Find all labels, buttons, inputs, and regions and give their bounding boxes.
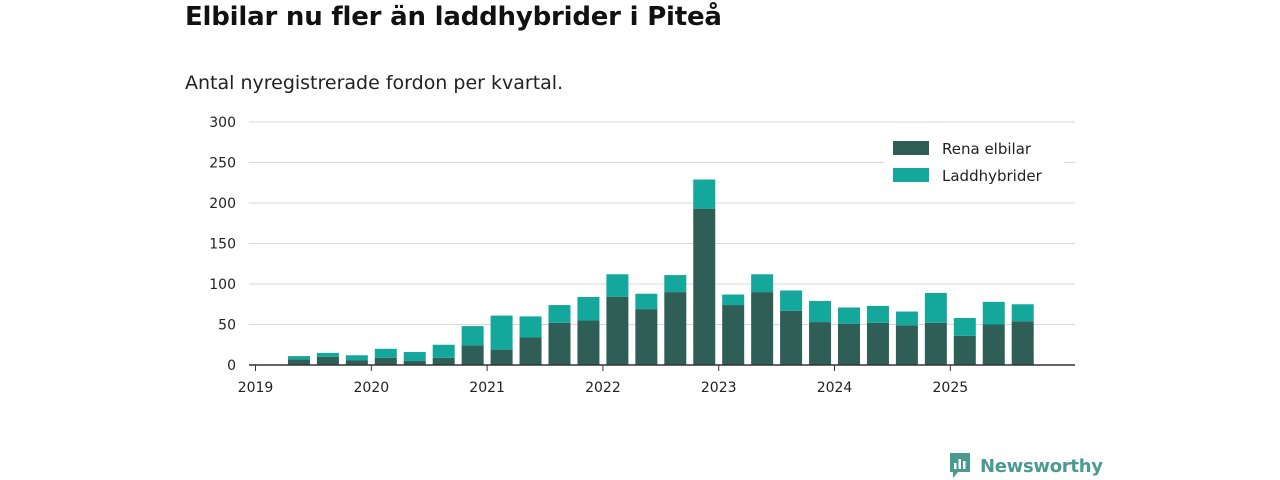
bar-rena-elbilar <box>866 322 889 365</box>
x-tick-label: 2025 <box>933 380 969 396</box>
x-axis-ticks: 2019 2020 2021 2022 2023 2024 2025 <box>238 365 968 396</box>
newsworthy-brand[interactable]: Newsworthy <box>948 452 1103 480</box>
bar-rena-elbilar <box>953 335 976 365</box>
bar-laddhybrider <box>924 292 947 323</box>
bar-laddhybrider <box>693 179 716 209</box>
bar-laddhybrider <box>345 355 368 361</box>
bar-laddhybrider <box>432 344 455 358</box>
x-tick-label: 2022 <box>585 380 621 396</box>
bar-rena-elbilar <box>316 356 339 365</box>
brand-name: Newsworthy <box>980 455 1103 477</box>
x-tick-label: 2024 <box>817 380 853 396</box>
bar-laddhybrider <box>519 316 542 338</box>
chart-subtitle: Antal nyregistrerade fordon per kvartal. <box>185 72 564 94</box>
bar-laddhybrider <box>461 326 484 346</box>
legend-label-rena-elbilar: Rena elbilar <box>942 140 1032 158</box>
legend-swatch-laddhybrider <box>893 168 929 182</box>
bar-rena-elbilar <box>519 337 542 365</box>
bar-rena-elbilar <box>490 349 513 365</box>
y-tick-label: 0 <box>227 358 236 374</box>
x-tick-label: 2019 <box>238 380 274 396</box>
bar-laddhybrider <box>838 307 860 324</box>
bar-rena-elbilar <box>635 309 658 365</box>
bar-laddhybrider <box>722 294 745 306</box>
bar-laddhybrider <box>635 293 658 310</box>
bar-laddhybrider <box>780 290 803 311</box>
y-tick-label: 50 <box>218 318 236 334</box>
legend-label-laddhybrider: Laddhybrider <box>942 167 1043 185</box>
bar-rena-elbilar <box>432 357 455 365</box>
bar-laddhybrider <box>751 274 774 293</box>
x-tick-label: 2023 <box>701 380 737 396</box>
y-tick-label: 150 <box>209 237 236 253</box>
x-tick-label: 2020 <box>354 380 390 396</box>
y-axis-ticks: 0 50 100 150 200 250 300 <box>209 115 236 374</box>
y-tick-label: 100 <box>209 277 236 293</box>
bar-laddhybrider <box>287 356 310 360</box>
bar-rena-elbilar <box>751 292 774 365</box>
bar-rena-elbilar <box>722 305 745 365</box>
bar-rena-elbilar <box>461 345 484 365</box>
bar-rena-elbilar <box>287 359 310 365</box>
bar-laddhybrider <box>577 296 600 321</box>
bar-rena-elbilar <box>780 310 803 365</box>
newsworthy-logo-icon <box>950 453 970 478</box>
bar-laddhybrider <box>953 318 976 336</box>
bars <box>287 179 1034 365</box>
legend-swatch-rena-elbilar <box>893 141 929 155</box>
bar-rena-elbilar <box>693 208 716 365</box>
bar-rena-elbilar <box>374 357 397 365</box>
bar-rena-elbilar <box>895 325 918 365</box>
bar-laddhybrider <box>664 275 687 293</box>
bar-rena-elbilar <box>548 322 571 365</box>
bar-rena-elbilar <box>982 324 1005 365</box>
bar-rena-elbilar <box>577 320 600 365</box>
bar-rena-elbilar <box>1011 321 1034 365</box>
chart-title: Elbilar nu fler än laddhybrider i Piteå <box>185 2 722 32</box>
bar-laddhybrider <box>809 301 832 323</box>
x-tick-label: 2021 <box>469 380 505 396</box>
bar-laddhybrider <box>895 311 918 326</box>
bar-rena-elbilar <box>403 360 426 365</box>
bar-laddhybrider <box>403 352 426 361</box>
bar-laddhybrider <box>548 305 571 323</box>
bar-rena-elbilar <box>838 323 860 365</box>
bar-rena-elbilar <box>809 322 832 365</box>
bar-rena-elbilar <box>606 296 629 365</box>
bar-rena-elbilar <box>345 360 368 365</box>
y-tick-label: 200 <box>209 196 236 212</box>
bar-laddhybrider <box>374 348 397 358</box>
bar-laddhybrider <box>316 352 339 357</box>
bar-laddhybrider <box>982 301 1005 325</box>
y-tick-label: 250 <box>209 156 236 172</box>
y-tick-label: 300 <box>209 115 236 131</box>
bar-laddhybrider <box>866 305 889 323</box>
bar-laddhybrider <box>1011 304 1034 322</box>
bar-laddhybrider <box>490 315 513 350</box>
bar-rena-elbilar <box>664 292 687 365</box>
legend: Rena elbilar Laddhybrider <box>884 131 1064 193</box>
bar-laddhybrider <box>606 274 629 297</box>
bar-rena-elbilar <box>924 322 947 365</box>
